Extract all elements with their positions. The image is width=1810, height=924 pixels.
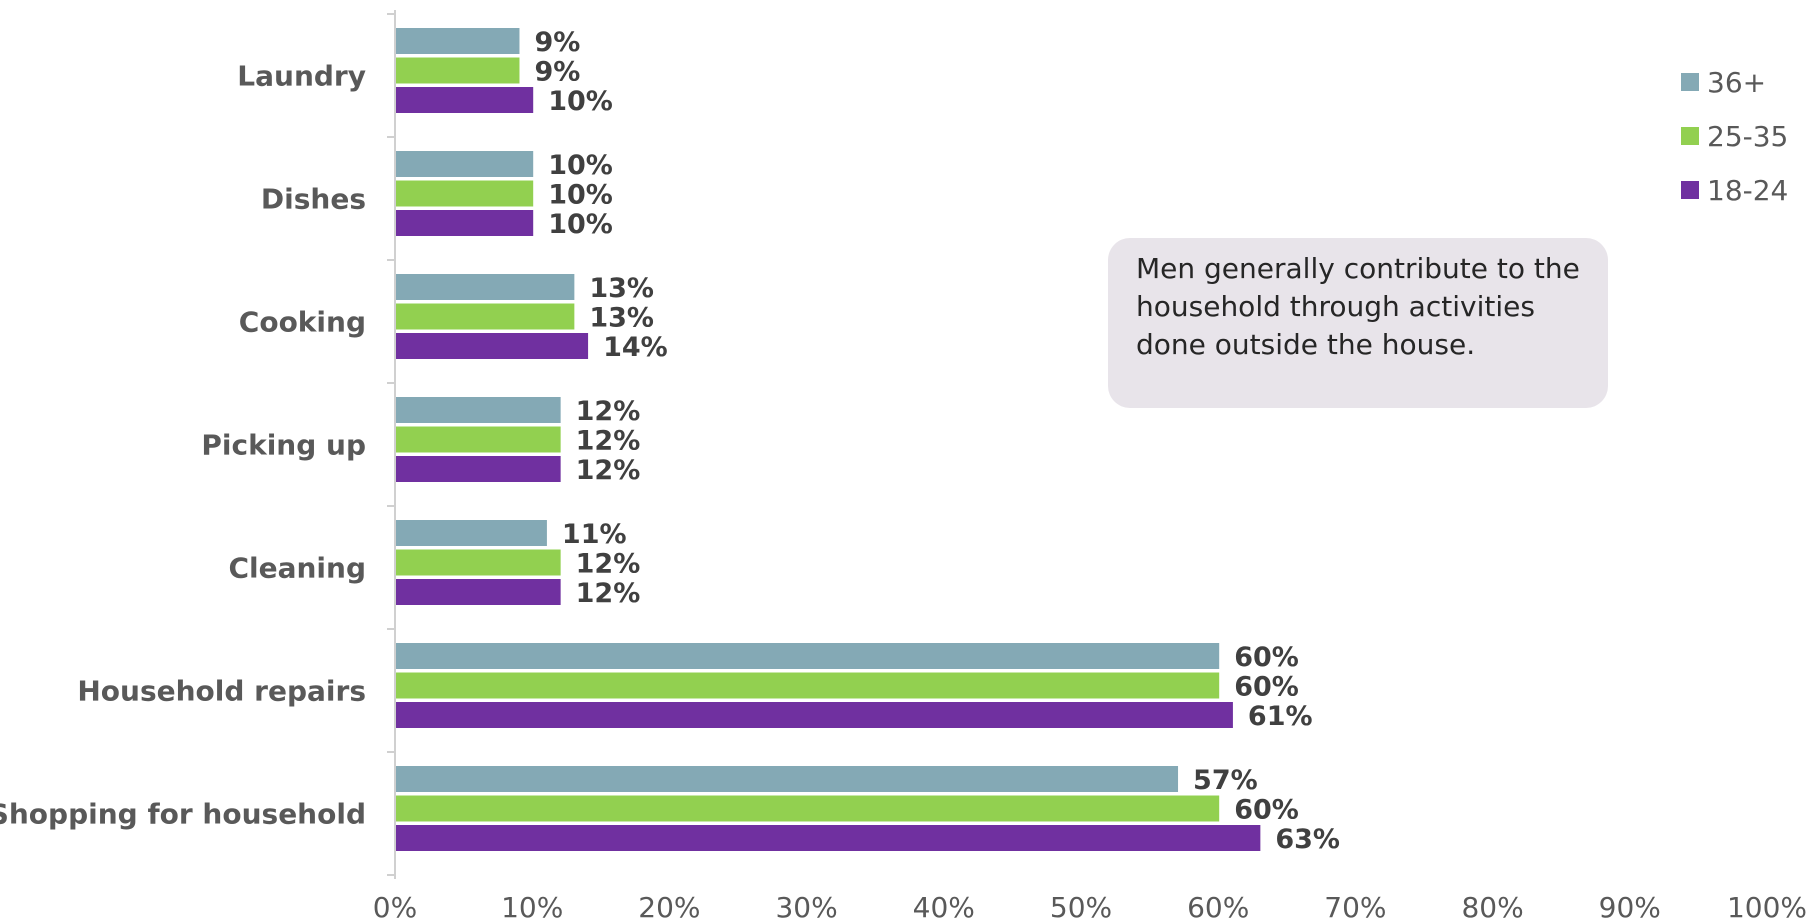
category-label: Cooking <box>239 306 366 339</box>
data-label: 12% <box>576 455 641 486</box>
data-label: 63% <box>1275 824 1340 855</box>
legend-label: 18-24 <box>1707 174 1788 207</box>
category-label: Picking up <box>201 429 366 462</box>
bar-36--cleaning <box>396 520 547 546</box>
bar-18-24-shopping-for-household <box>396 825 1261 851</box>
bar-25-35-dishes <box>396 180 534 207</box>
x-tick-label: 20% <box>638 891 700 924</box>
bar-18-24-cooking <box>396 333 589 359</box>
data-label: 12% <box>576 549 641 580</box>
annotation-callout: Men generally contribute to the househol… <box>1108 238 1608 408</box>
category-label: Cleaning <box>228 552 366 585</box>
data-label: 12% <box>576 426 641 457</box>
bar-36--shopping-for-household <box>396 766 1179 792</box>
data-label: 10% <box>548 180 613 211</box>
legend-label: 25-35 <box>1707 120 1788 153</box>
x-tick-label: 30% <box>775 891 837 924</box>
bar-18-24-household-repairs <box>396 702 1233 728</box>
bar-36--laundry <box>396 28 520 54</box>
data-label: 10% <box>548 150 613 181</box>
legend-swatch <box>1681 73 1699 91</box>
bar-36--household-repairs <box>396 643 1220 669</box>
data-label: 14% <box>603 332 668 363</box>
category-label: Household repairs <box>77 675 366 708</box>
data-label: 11% <box>562 519 627 550</box>
data-label: 10% <box>548 209 613 240</box>
data-label: 9% <box>534 27 580 58</box>
data-label: 12% <box>576 396 641 427</box>
x-tick-label: 80% <box>1461 891 1523 924</box>
legend-swatch <box>1681 181 1699 199</box>
x-tick-label: 10% <box>501 891 563 924</box>
bar-36--picking-up <box>396 397 561 423</box>
data-label: 60% <box>1234 672 1299 703</box>
bar-18-24-laundry <box>396 87 534 113</box>
category-label: Shopping for household <box>0 798 366 831</box>
bar-18-24-dishes <box>396 210 534 236</box>
bar-25-35-household-repairs <box>396 672 1220 699</box>
data-label: 9% <box>534 57 580 88</box>
legend-swatch <box>1681 127 1699 145</box>
bar-18-24-picking-up <box>396 456 561 482</box>
data-label: 61% <box>1248 701 1313 732</box>
category-label: Dishes <box>261 183 366 216</box>
data-label: 13% <box>589 303 654 334</box>
x-tick-label: 0% <box>373 891 417 924</box>
bar-25-35-shopping-for-household <box>396 795 1220 822</box>
x-tick-label: 100% <box>1727 891 1807 924</box>
bar-18-24-cleaning <box>396 579 561 605</box>
legend-label: 36+ <box>1707 66 1766 99</box>
bar-25-35-cooking <box>396 303 575 330</box>
data-label: 13% <box>589 273 654 304</box>
data-label: 57% <box>1193 765 1258 796</box>
x-tick-label: 50% <box>1050 891 1112 924</box>
x-tick-label: 90% <box>1599 891 1661 924</box>
x-tick-label: 60% <box>1187 891 1249 924</box>
bar-25-35-laundry <box>396 57 520 84</box>
data-label: 60% <box>1234 795 1299 826</box>
x-tick-label: 70% <box>1324 891 1386 924</box>
bar-36--cooking <box>396 274 575 300</box>
data-label: 60% <box>1234 642 1299 673</box>
x-tick-label: 40% <box>913 891 975 924</box>
category-label: Laundry <box>237 60 366 93</box>
bar-25-35-cleaning <box>396 549 561 576</box>
data-label: 10% <box>548 86 613 117</box>
bar-36--dishes <box>396 151 534 177</box>
bar-25-35-picking-up <box>396 426 561 453</box>
data-label: 12% <box>576 578 641 609</box>
